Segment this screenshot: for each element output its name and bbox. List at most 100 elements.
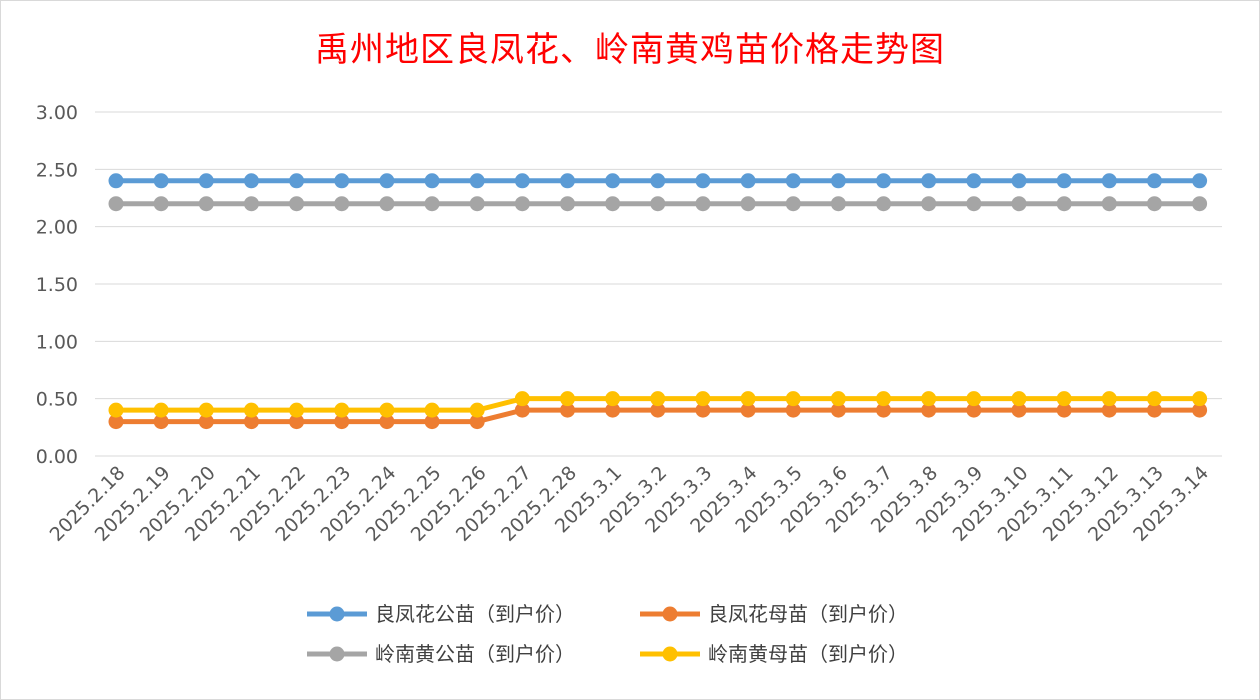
data-point [785, 402, 801, 418]
data-point [605, 391, 621, 407]
data-point [1146, 391, 1162, 407]
data-point [876, 173, 892, 189]
y-tick-label: 1.50 [36, 274, 78, 296]
data-point [1192, 402, 1208, 418]
data-point [243, 414, 259, 430]
data-point [830, 196, 846, 212]
data-point [1101, 173, 1117, 189]
data-point [560, 196, 575, 212]
data-point [785, 173, 801, 189]
data-point [650, 173, 666, 189]
data-point [379, 196, 395, 212]
data-point [1011, 196, 1027, 212]
data-point [469, 173, 485, 189]
data-point [1056, 402, 1072, 418]
series-lines [108, 173, 1208, 430]
data-point [379, 414, 395, 430]
gridlines [95, 111, 1222, 457]
data-point [243, 196, 259, 212]
data-point [650, 402, 666, 418]
data-point [289, 402, 305, 418]
data-point [243, 173, 259, 189]
legend-item: 良凤花母苗（到户价） [640, 602, 908, 626]
data-point [966, 173, 982, 189]
data-point [469, 196, 485, 212]
x-axis-tick-labels: 2025.2.182025.2.192025.2.202025.2.212025… [46, 462, 1214, 546]
data-point [1011, 391, 1027, 407]
data-point [379, 173, 395, 189]
data-point [108, 196, 124, 212]
data-point [966, 402, 982, 418]
data-point [605, 173, 621, 189]
data-point [650, 196, 666, 212]
data-point [289, 173, 305, 189]
legend-label: 岭南黄母苗（到户价） [708, 642, 908, 666]
y-tick-label: 1.00 [36, 331, 78, 353]
data-point [605, 196, 621, 212]
data-point [1101, 391, 1117, 407]
y-axis-tick-labels: 0.00 0.50 1.00 1.50 2.00 2.50 3.00 [36, 102, 78, 468]
data-point [695, 173, 711, 189]
data-point [198, 173, 214, 189]
data-point [153, 173, 169, 189]
data-point [1146, 173, 1162, 189]
data-point [334, 402, 350, 418]
data-point [334, 196, 350, 212]
data-point [1101, 196, 1117, 212]
legend: 良凤花公苗（到户价） 良凤花母苗（到户价） 岭南黄公苗（到户价） 岭南黄母苗（到户价） [307, 602, 908, 666]
data-point [921, 196, 937, 212]
data-point [198, 402, 214, 418]
data-point [108, 402, 124, 418]
data-point [740, 196, 756, 212]
legend-label: 岭南黄公苗（到户价） [375, 642, 575, 666]
data-point [243, 402, 259, 418]
legend-swatch-marker [329, 646, 345, 662]
data-point [153, 414, 169, 430]
data-point [289, 196, 305, 212]
series-4 [108, 391, 1208, 418]
data-point [921, 402, 937, 418]
data-point [1101, 402, 1117, 418]
data-point [966, 391, 982, 407]
data-point [153, 196, 169, 212]
chart-title: 禹州地区良凤花、岭南黄鸡苗价格走势图 [315, 30, 945, 70]
data-point [514, 173, 530, 189]
data-point [830, 391, 846, 407]
data-point [876, 391, 892, 407]
data-point [560, 402, 575, 418]
data-point [1146, 402, 1162, 418]
legend-swatch-marker [662, 646, 678, 662]
data-point [1192, 173, 1208, 189]
series-3 [108, 196, 1208, 212]
legend-swatch-marker [662, 606, 678, 622]
data-point [1056, 173, 1072, 189]
data-point [289, 414, 305, 430]
data-point [198, 414, 214, 430]
data-point [695, 402, 711, 418]
legend-label: 良凤花母苗（到户价） [708, 602, 908, 626]
legend-item: 岭南黄母苗（到户价） [640, 642, 908, 666]
legend-item: 岭南黄公苗（到户价） [307, 642, 575, 666]
data-point [966, 196, 982, 212]
data-point [1011, 173, 1027, 189]
data-point [740, 173, 756, 189]
data-point [424, 414, 440, 430]
data-point [514, 196, 530, 212]
data-point [1146, 196, 1162, 212]
data-point [424, 173, 440, 189]
data-point [695, 196, 711, 212]
data-point [1192, 196, 1208, 212]
data-point [514, 402, 530, 418]
data-point [785, 391, 801, 407]
data-point [1011, 402, 1027, 418]
data-point [740, 391, 756, 407]
data-point [695, 391, 711, 407]
data-point [1056, 391, 1072, 407]
legend-swatch-marker [329, 606, 345, 622]
data-point [605, 402, 621, 418]
data-point [921, 173, 937, 189]
series-2 [108, 402, 1208, 430]
data-point [153, 402, 169, 418]
data-point [876, 196, 892, 212]
